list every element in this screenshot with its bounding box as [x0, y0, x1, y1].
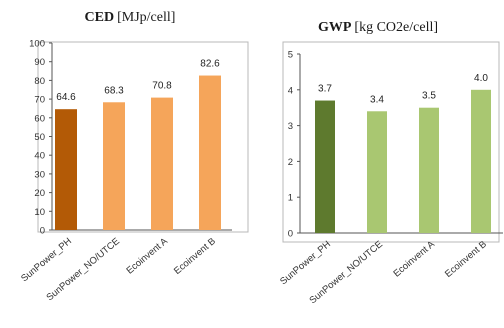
gwp-bar	[471, 89, 491, 233]
ced-y-tick-label: 0	[40, 226, 45, 237]
gwp-y-tick-label: 5	[288, 50, 293, 61]
ced-bar	[151, 97, 173, 230]
gwp-category-label: Ecoinvent A	[391, 238, 437, 279]
ced-y-tick-label: 30	[34, 169, 45, 180]
gwp-bar	[367, 111, 387, 233]
gwp-data-label: 3.5	[422, 91, 436, 102]
gwp-y-tick-label: 2	[288, 157, 293, 168]
gwp-y-tick-label: 3	[288, 121, 293, 132]
ced-plot-area: 010203040506070809010064.6SunPower_PH68.…	[19, 39, 232, 303]
ced-y-tick-label: 20	[34, 188, 45, 199]
ced-data-label: 68.3	[104, 85, 124, 96]
ced-y-tick-label: 80	[34, 76, 45, 87]
gwp-category-label: SunPower_PH	[278, 239, 333, 288]
ced-data-label: 70.8	[152, 81, 172, 92]
ced-title-bold: CED	[85, 10, 115, 25]
gwp-chart-title: GWP [kg CO2e/cell]	[318, 20, 438, 35]
gwp-y-tick-label: 4	[288, 85, 293, 96]
ced-title-unit: [MJp/cell]	[117, 10, 175, 25]
ced-bar	[55, 109, 77, 230]
gwp-data-label: 4.0	[474, 73, 488, 84]
gwp-category-label: Ecoinvent B	[443, 239, 489, 280]
ced-y-tick-label: 70	[34, 95, 45, 106]
ced-y-tick-label: 50	[34, 132, 45, 143]
gwp-bar	[419, 107, 439, 233]
gwp-plot-frame	[282, 41, 500, 243]
ced-plot-frame	[37, 41, 249, 233]
gwp-chart: GWP [kg CO2e/cell] 0 1 2 3 4 5 3.7 SunPower_PH 3.…	[278, 20, 503, 306]
ced-data-label: 82.6	[200, 59, 220, 70]
ced-y-tick-label: 100	[29, 39, 45, 50]
ced-chart-title: CED [MJp/cell]	[85, 10, 176, 25]
ced-y-tick-label: 40	[34, 151, 45, 162]
gwp-title-unit: [kg CO2e/cell]	[354, 20, 438, 35]
ced-y-tick-label: 60	[34, 113, 45, 124]
gwp-bar	[315, 100, 335, 233]
ced-bar	[103, 102, 125, 230]
ced-y-tick-label: 10	[34, 207, 45, 218]
ced-category-label: Ecoinvent B	[172, 236, 218, 277]
ced-data-label: 64.6	[56, 92, 76, 103]
ced-y-tick-label: 90	[34, 57, 45, 68]
ced-bar	[199, 75, 221, 231]
gwp-data-label: 3.7	[318, 84, 332, 95]
gwp-plot-area: 0123453.7SunPower_PH3.4SunPower_NO/UTCE3…	[278, 50, 503, 306]
gwp-y-tick-label: 0	[288, 229, 293, 240]
gwp-data-label: 3.4	[370, 94, 384, 105]
ced-category-label: Ecoinvent A	[124, 235, 170, 276]
gwp-y-tick-label: 1	[288, 193, 293, 204]
ced-chart: CED [MJp/cell] 0 10 20 30 40 50 60 70 80 90 100 64.6…	[19, 10, 249, 303]
gwp-title-bold: GWP	[318, 20, 352, 35]
